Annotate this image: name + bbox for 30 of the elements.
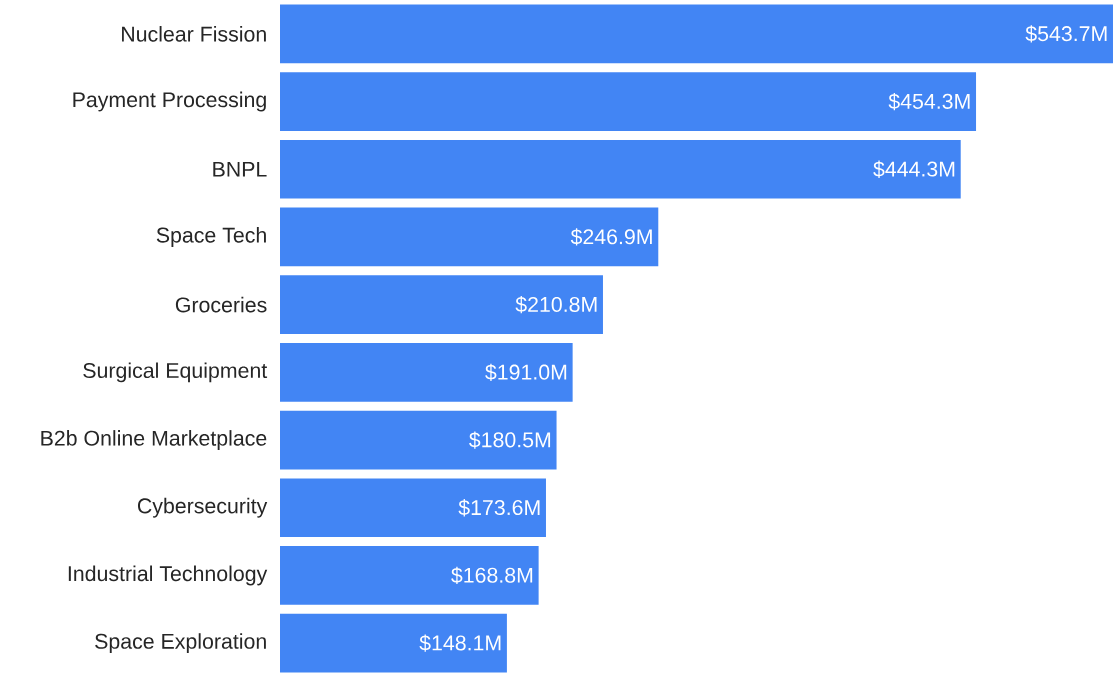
y-tick-label: Space Tech	[156, 227, 266, 247]
data-label: $454.3M	[888, 92, 970, 111]
y-tick-label: BNPL	[213, 161, 267, 177]
bar	[280, 275, 603, 334]
bar	[280, 478, 546, 538]
bar	[280, 72, 977, 131]
data-label: $191.0M	[485, 363, 567, 381]
data-label: $543.7M	[1025, 25, 1107, 43]
bar	[280, 207, 659, 267]
bar	[280, 613, 507, 673]
data-label: $180.5M	[469, 431, 551, 449]
data-label: $168.8M	[451, 566, 533, 585]
y-tick-label: Nuclear Fission	[122, 26, 266, 42]
bar	[280, 343, 573, 402]
bar	[280, 4, 1113, 64]
data-label: $173.6M	[458, 499, 540, 517]
y-tick-label: Groceries	[175, 296, 267, 313]
data-label: $210.8M	[515, 296, 597, 314]
y-tick-label: Surgical Equipment	[83, 362, 268, 383]
y-tick-label: Industrial Technology	[68, 565, 268, 586]
data-label: $148.1M	[419, 634, 501, 652]
data-label: $246.9M	[570, 228, 652, 246]
bar	[280, 139, 961, 199]
data-label: $444.3M	[873, 160, 955, 178]
y-tick-label: Cybersecurity	[137, 497, 268, 518]
y-tick-label: Payment Processing	[73, 91, 266, 112]
y-tick-label: Space Exploration	[95, 633, 266, 654]
bar	[280, 410, 557, 470]
y-tick-label: B2b Online Marketplace	[41, 430, 267, 450]
bar	[280, 546, 539, 605]
